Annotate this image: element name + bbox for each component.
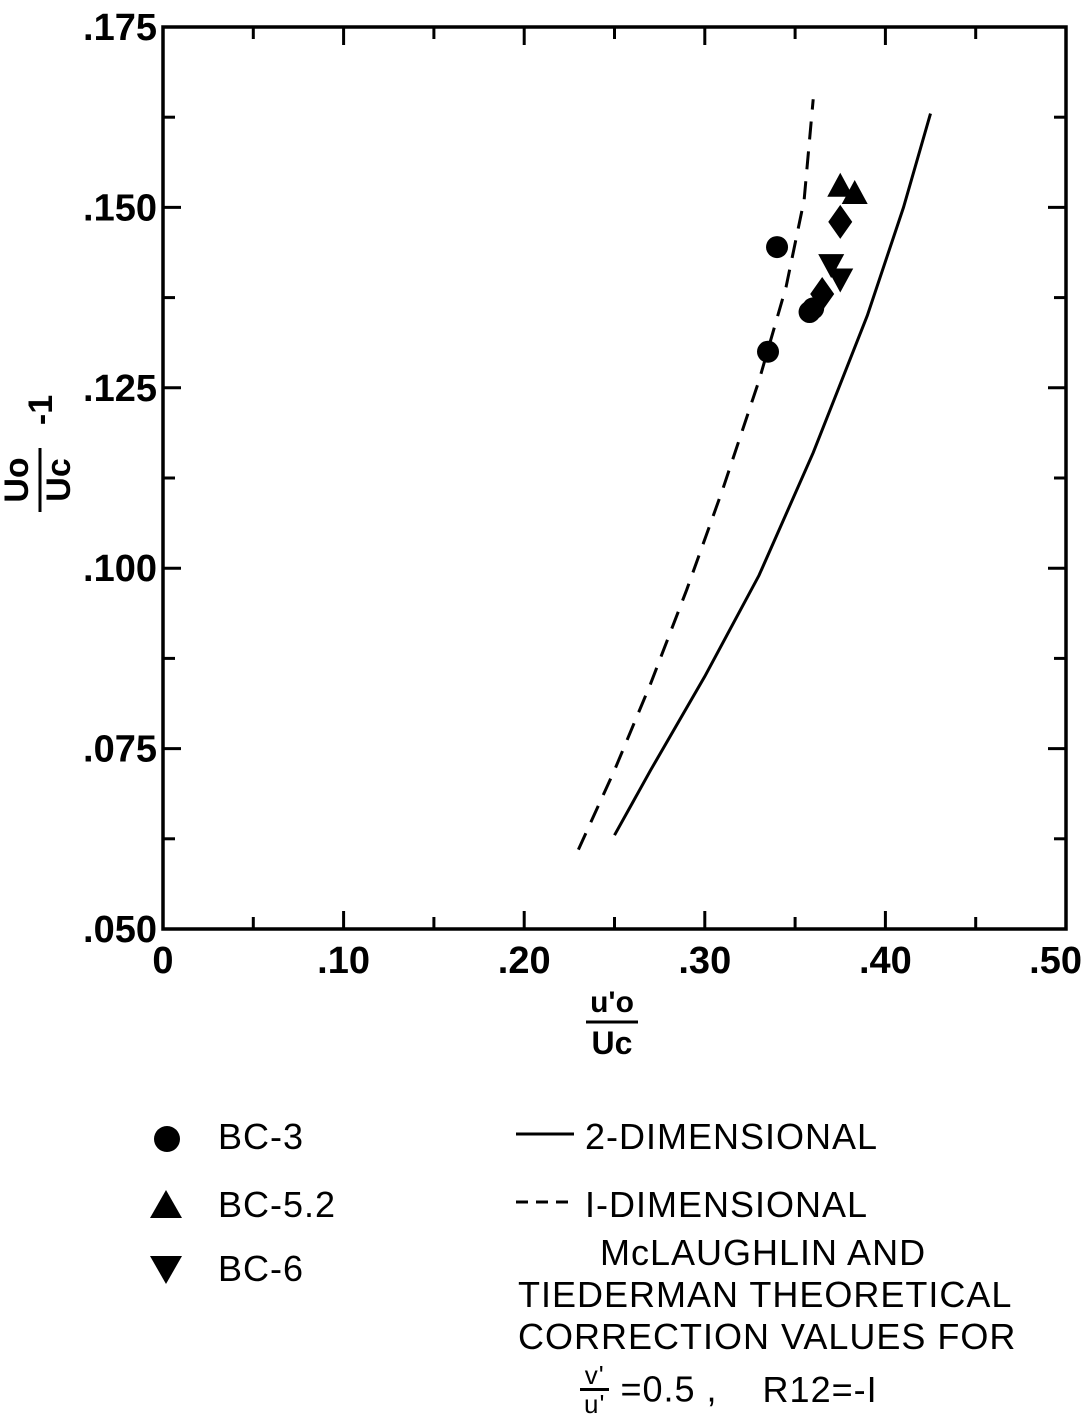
line-1-dimensional	[577, 99, 815, 851]
x-tick-label: 0	[152, 940, 173, 982]
legend-note-line-3: CORRECTION VALUES FOR	[518, 1316, 1017, 1357]
data-point-diamond	[810, 276, 835, 311]
series-lines	[577, 99, 932, 851]
data-point-triangle-up	[841, 179, 868, 204]
legend-circle-marker	[154, 1126, 180, 1152]
x-tick-label: .30	[678, 940, 731, 982]
y-axis-label: Uo Uc -1	[0, 395, 78, 512]
legend-label-bc6: BC-6	[218, 1248, 305, 1289]
x-tick-label: .50	[1029, 940, 1082, 982]
tick-labels: 0 .10 .20 .30 .40 .50 .050 .075 .100 .125 .150 .175	[83, 7, 1082, 982]
y-tick-label: .150	[83, 187, 157, 229]
x-axis-label-denominator: Uc	[592, 1025, 633, 1061]
data-point-triangle-down	[827, 268, 854, 293]
data-point-circle	[766, 236, 789, 259]
legend-solid-line	[516, 1132, 574, 1136]
legend-dashed-line	[516, 1200, 574, 1204]
y-tick-label: .050	[83, 909, 157, 951]
legend-label-bc52: BC-5.2	[218, 1184, 337, 1225]
y-tick-label: .125	[83, 368, 157, 410]
data-point-triangle-up	[827, 172, 854, 197]
line-2-dimensional	[613, 113, 932, 836]
formula-denominator: u'	[584, 1389, 606, 1419]
formula-r12: R12=-I	[762, 1368, 878, 1410]
legend-label-1d: I-DIMENSIONAL	[585, 1184, 869, 1225]
ticks	[161, 25, 1068, 931]
data-point-triangle-down	[818, 254, 845, 279]
y-axis-label-numerator: Uo	[0, 457, 36, 502]
legend-note-line-2: TIEDERMAN THEORETICAL	[518, 1274, 1013, 1315]
legend-triangle-down-marker	[150, 1256, 182, 1284]
x-axis-label: u'o Uc	[586, 986, 638, 1061]
legend-formula: v' u' =0.5 , R12=-I	[580, 1362, 878, 1418]
x-tick-label: .20	[498, 940, 551, 982]
series-points	[757, 172, 868, 363]
x-tick-label: .40	[859, 940, 912, 982]
formula-rhs: =0.5 ,	[620, 1368, 718, 1410]
data-point-diamond	[828, 204, 853, 239]
x-tick-label: .10	[317, 940, 370, 982]
y-axis-label-denominator: Uc	[40, 458, 78, 501]
legend-note-line-1: McLAUGHLIN AND	[600, 1232, 927, 1273]
y-axis-label-suffix: -1	[22, 395, 60, 425]
y-tick-label: .075	[83, 729, 157, 771]
y-tick-label: .175	[83, 7, 157, 49]
data-point-circle	[757, 340, 780, 363]
legend-label-bc3: BC-3	[218, 1116, 305, 1157]
plot-frame	[161, 25, 1068, 931]
legend-label-2d: 2-DIMENSIONAL	[585, 1116, 879, 1157]
y-tick-label: .100	[83, 548, 157, 590]
formula-numerator: v'	[580, 1362, 610, 1391]
legend-triangle-up-marker	[150, 1190, 182, 1218]
formula-fraction: v' u'	[580, 1362, 610, 1419]
x-axis-label-numerator: u'o	[590, 986, 634, 1019]
